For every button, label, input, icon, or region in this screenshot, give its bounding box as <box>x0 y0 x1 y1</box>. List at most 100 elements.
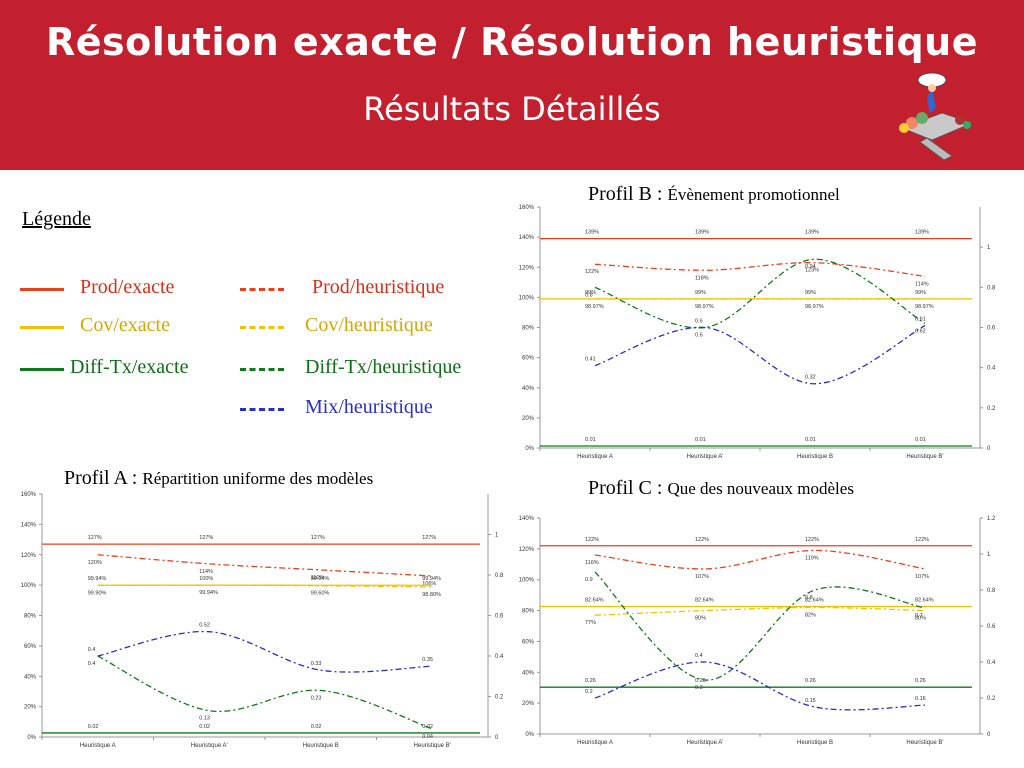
data-label: 0.01 <box>915 437 926 443</box>
legend-line-5 <box>240 368 284 371</box>
y2-tick-label: 0.4 <box>495 654 504 660</box>
data-label: 77% <box>585 620 596 626</box>
x-tick-label: Heuristique A <box>577 740 613 746</box>
data-label: 0.33 <box>311 661 322 667</box>
chart-a-title-desc: Répartition uniforme des modèles <box>142 469 374 488</box>
chart-c-title-main: Profil C : <box>588 477 668 499</box>
chart-profil-b: 0% 20% 40% 60% 80% 100% 120% 140% 160% 0 0.2 0.4 0.6… <box>519 205 996 460</box>
data-label: 0.01 <box>805 437 816 443</box>
data-label: 0.8 <box>585 292 593 298</box>
data-label: 99.94% <box>311 576 330 582</box>
header-banner: Résolution exacte / Résolution heuristiq… <box>0 0 1024 170</box>
data-label: 98.97% <box>585 304 604 310</box>
data-label: 0.23 <box>311 695 322 701</box>
data-label: 114% <box>199 569 213 575</box>
data-label: 99% <box>585 290 596 296</box>
cartoon-illustration-icon <box>899 72 974 161</box>
chart-b-title: Profil B : Évènement promotionnel <box>588 183 840 206</box>
series-line-5 <box>594 571 926 681</box>
y2-tick-label: 0.6 <box>495 614 504 620</box>
y-tick-label: 160% <box>21 492 37 498</box>
y2-tick-label: 0.4 <box>987 660 996 666</box>
y2-tick-label: 0 <box>987 446 991 452</box>
y2-tick-label: 0 <box>495 735 499 741</box>
y-tick-label: 0% <box>525 732 534 738</box>
x-tick-label: Heuristique A <box>577 454 613 460</box>
data-label: 0.52 <box>199 623 210 629</box>
data-label: 120% <box>88 560 102 566</box>
y-tick-label: 140% <box>21 522 37 528</box>
y-tick-label: 160% <box>519 205 535 211</box>
series-line-6 <box>594 661 926 711</box>
data-label: 82.64% <box>585 597 604 603</box>
data-label: 98.97% <box>915 304 934 310</box>
data-label: 116% <box>585 560 599 566</box>
legend-label-6: Mix/heuristique <box>305 396 433 418</box>
data-label: 0.35 <box>422 657 433 663</box>
data-label: 119% <box>805 555 819 561</box>
data-label: 98.97% <box>805 304 824 310</box>
data-label: 0.94 <box>805 264 816 270</box>
data-label: 82.64% <box>805 597 824 603</box>
data-label: 0.7 <box>915 613 923 619</box>
y-tick-label: 60% <box>522 356 535 362</box>
data-label: 123% <box>805 268 819 274</box>
legend-label-0: Prod/exacte <box>80 276 175 298</box>
y-tick-label: 0% <box>525 446 534 452</box>
data-label: 0.02 <box>311 724 322 730</box>
data-label: 0.8 <box>805 595 813 601</box>
y-tick-label: 20% <box>24 705 37 711</box>
y2-tick-label: 0.2 <box>987 406 996 412</box>
y-tick-label: 60% <box>522 639 535 645</box>
x-tick-label: Heuristique B <box>797 740 833 746</box>
data-label: 99.94% <box>199 590 218 596</box>
y2-tick-label: 0.8 <box>495 573 504 579</box>
x-tick-label: Heuristique B' <box>906 454 943 460</box>
series-line-3 <box>594 606 926 616</box>
data-label: 0.01 <box>585 437 596 443</box>
data-label: 0.26 <box>695 678 706 684</box>
legend-line-4 <box>20 368 64 371</box>
legend-line-2 <box>20 326 64 329</box>
y-tick-label: 20% <box>522 701 535 707</box>
data-label: 0.9 <box>585 577 593 583</box>
y-tick-label: 0% <box>27 735 36 741</box>
data-label: 0.16 <box>915 696 926 702</box>
data-label: 139% <box>695 230 709 236</box>
data-label: 0.15 <box>805 698 816 704</box>
data-label: 0.02 <box>88 724 99 730</box>
chart-profil-c: 0% 20% 40% 60% 80% 100% 120% 140% 0 0.2 0.4 0.6 0.8 1… <box>519 516 996 746</box>
data-label: 0.4 <box>695 653 703 659</box>
data-label: 122% <box>695 537 709 543</box>
data-label: 0.2 <box>585 689 593 695</box>
chart-c-title: Profil C : Que des nouveaux modèles <box>588 477 854 500</box>
data-label: 80% <box>915 616 926 622</box>
data-label: 127% <box>422 535 436 541</box>
series-line-5 <box>97 655 433 730</box>
series-line-1 <box>97 554 433 577</box>
y-tick-label: 80% <box>522 609 535 615</box>
y2-tick-label: 0.2 <box>987 696 996 702</box>
data-label: 139% <box>805 230 819 236</box>
y-tick-label: 80% <box>24 614 37 620</box>
y2-tick-label: 1.2 <box>987 516 996 522</box>
data-label: 0.26 <box>585 678 596 684</box>
data-label: 118% <box>695 275 709 281</box>
y-tick-label: 40% <box>522 670 535 676</box>
series-line-3 <box>97 584 433 588</box>
data-label: 0.4 <box>88 661 96 667</box>
x-tick-label: Heuristique A <box>80 743 116 749</box>
y-tick-label: 60% <box>24 644 37 650</box>
data-label: 82.64% <box>695 597 714 603</box>
data-label: 107% <box>695 574 709 580</box>
data-label: 122% <box>805 537 819 543</box>
chart-c-title-desc: Que des nouveaux modèles <box>667 479 854 498</box>
data-label: 122% <box>585 537 599 543</box>
page-title: Résolution exacte / Résolution heuristiq… <box>45 20 979 64</box>
legend-label-3: Cov/heuristique <box>305 314 433 336</box>
y-tick-label: 120% <box>21 553 37 559</box>
series-line-5 <box>594 258 926 329</box>
legend-label-4: Diff-Tx/exacte <box>70 356 189 378</box>
y2-tick-label: 0.6 <box>987 624 996 630</box>
data-label: 99.90% <box>88 590 107 596</box>
